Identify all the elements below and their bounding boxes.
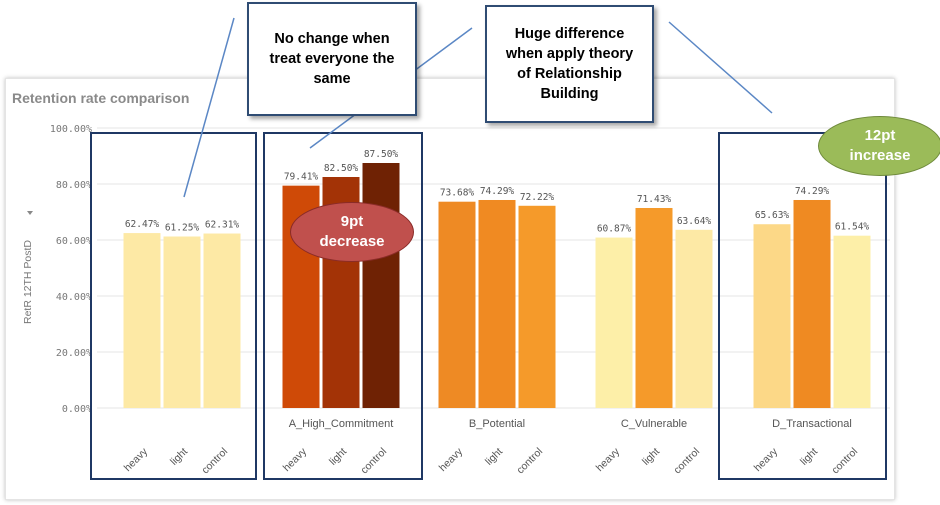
bar-heavy	[438, 201, 476, 408]
callout-no-change: No change when treat everyone the same	[247, 2, 417, 116]
value-label: 62.31%	[205, 220, 240, 231]
subcategory-label: heavy	[594, 445, 623, 474]
callout-line	[668, 21, 773, 114]
highlight-boxes	[90, 132, 887, 480]
subcategory-label: heavy	[437, 445, 466, 474]
bar-light	[635, 207, 673, 408]
value-label: 62.47%	[125, 219, 160, 230]
y-tick-label: 0.00%	[62, 404, 92, 415]
value-label: 79.41%	[284, 172, 319, 183]
value-label: 87.50%	[364, 149, 399, 160]
value-label: 65.63%	[755, 210, 790, 221]
y-tick-label: 100.00%	[50, 124, 92, 135]
y-tick-label: 80.00%	[56, 180, 92, 191]
subcategory-label: control	[514, 446, 545, 477]
category-label: C_Vulnerable	[621, 418, 687, 430]
subcategory-label: light	[640, 446, 662, 468]
value-label: 61.25%	[165, 223, 200, 234]
subcategory-label: control	[671, 446, 702, 477]
callout-line	[183, 17, 235, 198]
bar-heavy	[123, 233, 161, 408]
decrease-oval: 9pt decrease	[290, 202, 414, 262]
dropdown-caret-icon[interactable]	[27, 211, 33, 215]
subcategory-label: heavy	[122, 445, 151, 474]
bar-light	[163, 236, 201, 408]
bar-control	[203, 233, 241, 408]
y-axis-label: RetR 12TH PostD	[22, 240, 34, 324]
callout-huge-difference: Huge difference when apply theory of Rel…	[485, 5, 654, 123]
value-label: 63.64%	[677, 216, 712, 227]
value-label: 61.54%	[835, 222, 870, 233]
category-labels: A_High_Commitment B_Potential C_Vulnerable…	[289, 418, 852, 430]
bar-heavy	[753, 224, 791, 408]
bar-control	[518, 205, 556, 408]
highlight-box	[90, 132, 257, 480]
subcategory-label: light	[168, 446, 190, 468]
subcategory-label: heavy	[752, 445, 781, 474]
category-label: B_Potential	[469, 418, 525, 430]
bar-control	[833, 235, 871, 408]
bar-light	[793, 199, 831, 408]
value-label: 74.29%	[480, 186, 515, 197]
highlight-box	[263, 132, 423, 480]
subcategory-label: light	[798, 446, 820, 468]
y-tick-label: 60.00%	[56, 236, 92, 247]
subcategory-label: control	[199, 446, 230, 477]
value-label: 74.29%	[795, 186, 830, 197]
bar-heavy	[595, 237, 633, 408]
value-label: 60.87%	[597, 224, 632, 235]
bar-control	[675, 229, 713, 408]
value-label: 82.50%	[324, 163, 359, 174]
chart-title: Retention rate comparison	[12, 90, 190, 106]
highlight-box	[718, 132, 887, 480]
bar-light	[478, 199, 516, 408]
y-tick-label: 40.00%	[56, 292, 92, 303]
increase-oval: 12pt increase	[818, 116, 940, 176]
subcategory-labels: heavy light control heavy light control heavy l…	[122, 445, 860, 476]
y-tick-labels: 0.00% 20.00% 40.00% 60.00% 80.00% 100.00%	[50, 124, 92, 415]
bar-control	[362, 163, 400, 408]
value-labels: 62.47% 61.25% 62.31% 79.41% 82.50% 87.50% 73.6…	[125, 149, 870, 235]
value-label: 71.43%	[637, 194, 672, 205]
subcategory-label: light	[483, 446, 505, 468]
category-label: D_Transactional	[772, 418, 852, 430]
value-label: 73.68%	[440, 188, 475, 199]
subcategory-label: heavy	[281, 445, 310, 474]
subcategory-label: control	[358, 446, 389, 477]
y-tick-label: 20.00%	[56, 348, 92, 359]
subcategory-label: light	[327, 446, 349, 468]
subcategory-label: control	[829, 446, 860, 477]
category-label: A_High_Commitment	[289, 418, 394, 430]
bars	[123, 163, 871, 408]
value-label: 72.22%	[520, 192, 555, 203]
